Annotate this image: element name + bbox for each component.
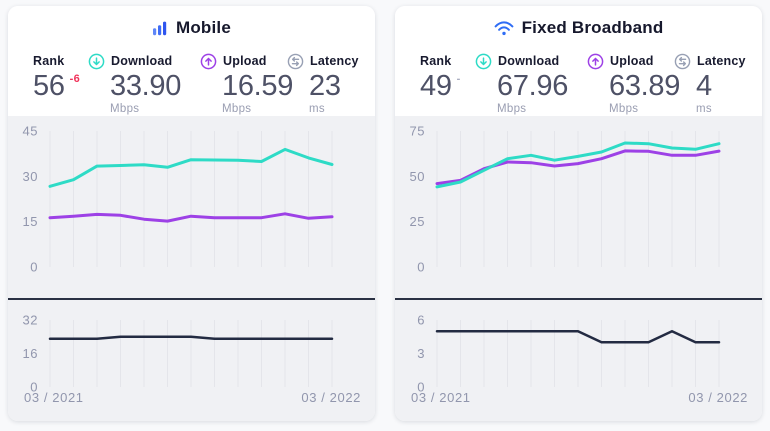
mobile-download-label: Download bbox=[111, 54, 173, 68]
fixed-title-row: Fixed Broadband bbox=[395, 18, 762, 38]
svg-text:0: 0 bbox=[30, 380, 38, 393]
svg-text:0: 0 bbox=[417, 260, 425, 275]
fixed-download-unit: Mbps bbox=[497, 103, 527, 116]
fixed-rank-label: Rank bbox=[420, 54, 452, 68]
fixed-download-value: 67.96 bbox=[497, 70, 569, 102]
fixed-rank-stat: Rank 49 - bbox=[420, 52, 475, 115]
upload-icon bbox=[200, 53, 217, 70]
fixed-speed-chart: 0 25 50 75 bbox=[410, 124, 721, 275]
mobile-title-row: Mobile bbox=[8, 18, 375, 38]
fixed-latency-label: Latency bbox=[697, 54, 746, 68]
mobile-latency-chart: 0 16 32 bbox=[23, 313, 334, 393]
fixed-upload-unit: Mbps bbox=[609, 103, 639, 116]
mobile-header: Mobile Rank 56 -6 bbox=[8, 6, 375, 115]
svg-text:0: 0 bbox=[30, 260, 38, 275]
fixed-header: Fixed Broadband Rank 49 - bbox=[395, 6, 762, 115]
mobile-latency-unit: ms bbox=[309, 103, 325, 116]
mobile-rank-label: Rank bbox=[33, 54, 65, 68]
mobile-latency-value: 23 bbox=[309, 70, 341, 102]
svg-text:32: 32 bbox=[23, 313, 38, 328]
mobile-rank-stat: Rank 56 -6 bbox=[33, 52, 88, 115]
svg-text:0: 0 bbox=[417, 380, 425, 393]
mobile-upload-value: 16.59 bbox=[222, 70, 294, 102]
mobile-upload-stat: Upload 16.59 Mbps bbox=[200, 52, 293, 116]
mobile-upload-unit: Mbps bbox=[222, 103, 252, 116]
fixed-broadband-panel: Fixed Broadband Rank 49 - bbox=[395, 6, 762, 421]
fixed-latency-value: 4 bbox=[696, 70, 712, 102]
mobile-download-value: 33.90 bbox=[110, 70, 182, 102]
fixed-title: Fixed Broadband bbox=[521, 18, 664, 37]
fixed-latency-chart: 0 3 6 bbox=[417, 313, 721, 393]
x-axis-end-label: 03 / 2022 bbox=[301, 390, 361, 405]
svg-text:15: 15 bbox=[23, 214, 38, 229]
mobile-rank-delta: -6 bbox=[69, 73, 81, 85]
fixed-latency-unit: ms bbox=[696, 103, 712, 116]
mobile-title: Mobile bbox=[175, 18, 232, 37]
fixed-rank-delta: - bbox=[456, 73, 461, 85]
mobile-download-unit: Mbps bbox=[110, 103, 140, 116]
svg-text:45: 45 bbox=[23, 124, 38, 139]
svg-text:6: 6 bbox=[417, 313, 425, 328]
mobile-upload-label: Upload bbox=[223, 54, 267, 68]
fixed-upload-value: 63.89 bbox=[609, 70, 681, 102]
mobile-latency-stat: Latency 23 ms bbox=[287, 52, 375, 115]
mobile-latency-label: Latency bbox=[310, 54, 359, 68]
fixed-x-axis: 03 / 2021 03 / 2022 bbox=[395, 390, 762, 405]
mobile-chart-area: 0 15 30 45 0 16 32 03 / 2021 03 / 2022 bbox=[8, 116, 375, 421]
svg-text:75: 75 bbox=[410, 124, 425, 139]
svg-text:30: 30 bbox=[23, 169, 38, 184]
wifi-icon bbox=[494, 20, 514, 36]
mobile-rank-value: 56 bbox=[33, 70, 65, 102]
mobile-chart-divider bbox=[8, 298, 375, 300]
download-icon bbox=[475, 53, 492, 70]
x-axis-start-label: 03 / 2021 bbox=[24, 390, 84, 405]
fixed-chart-area: 0 25 50 75 0 3 6 03 / 2021 03 / 2022 bbox=[395, 116, 762, 421]
latency-icon bbox=[674, 53, 691, 70]
fixed-stats-row: Rank 49 - Do bbox=[395, 52, 762, 115]
mobile-download-stat: Download 33.90 Mbps bbox=[88, 52, 200, 115]
fixed-download-stat: Download 67.96 Mbps bbox=[475, 52, 587, 115]
fixed-rank-value: 49 bbox=[420, 70, 452, 102]
fixed-upload-label: Upload bbox=[610, 54, 654, 68]
latency-icon bbox=[287, 53, 304, 70]
svg-text:16: 16 bbox=[23, 346, 38, 361]
x-axis-end-label: 03 / 2022 bbox=[688, 390, 748, 405]
mobile-x-axis: 03 / 2021 03 / 2022 bbox=[8, 390, 375, 405]
mobile-signal-bars-icon bbox=[152, 20, 168, 36]
x-axis-start-label: 03 / 2021 bbox=[411, 390, 471, 405]
fixed-latency-stat: Latency 4 ms bbox=[674, 52, 762, 115]
upload-icon bbox=[587, 53, 604, 70]
mobile-speed-chart: 0 15 30 45 bbox=[23, 124, 334, 275]
mobile-stats-row: Rank 56 -6 D bbox=[8, 52, 375, 115]
fixed-chart-divider bbox=[395, 298, 762, 300]
fixed-upload-stat: Upload 63.89 Mbps bbox=[587, 52, 680, 116]
svg-text:3: 3 bbox=[417, 346, 425, 361]
svg-text:50: 50 bbox=[410, 169, 425, 184]
mobile-panel: Mobile Rank 56 -6 bbox=[8, 6, 375, 421]
download-icon bbox=[88, 53, 105, 70]
fixed-download-label: Download bbox=[498, 54, 560, 68]
svg-text:25: 25 bbox=[410, 214, 425, 229]
